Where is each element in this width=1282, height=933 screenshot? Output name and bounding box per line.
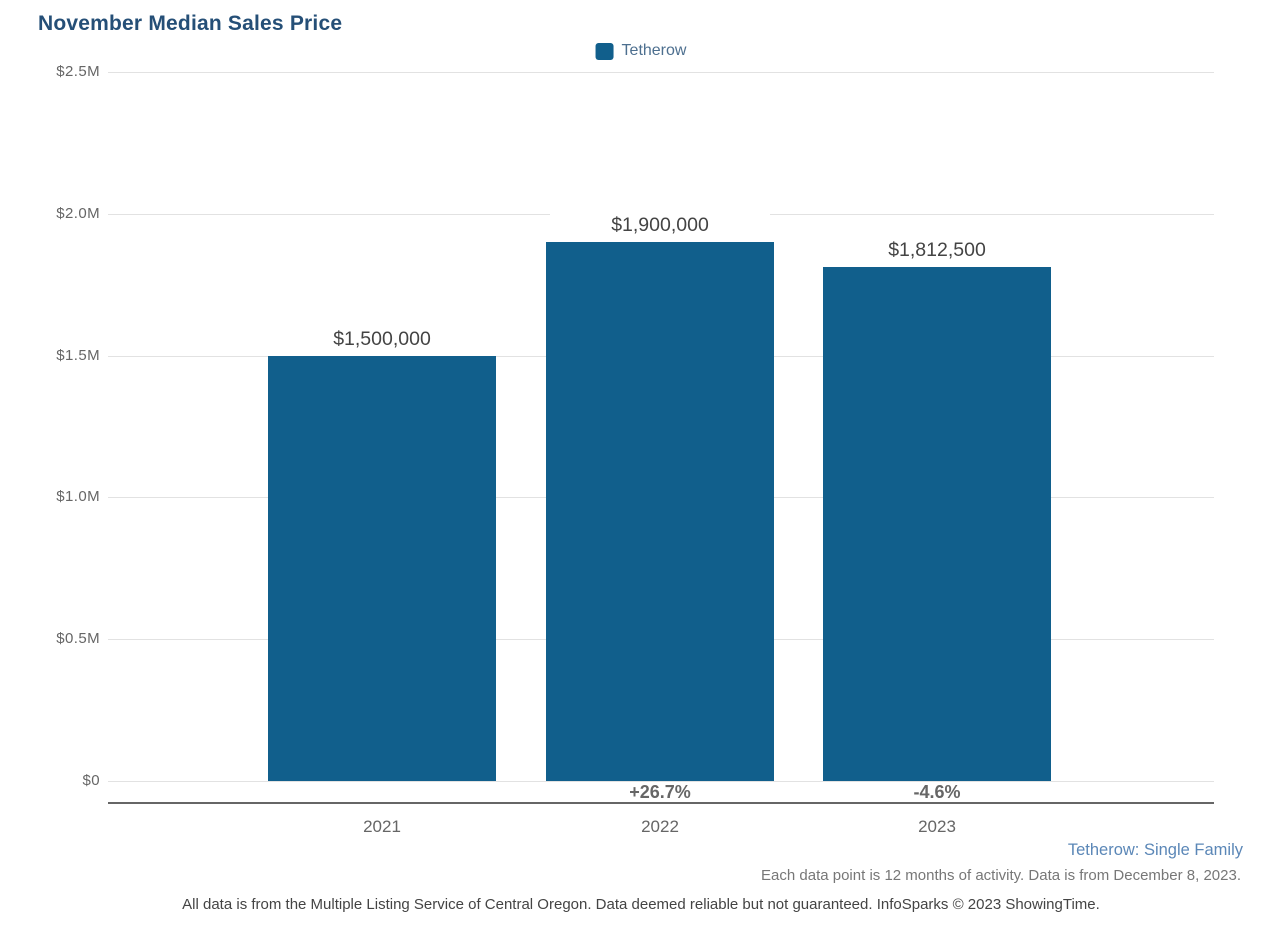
x-axis-category-label: 2023 <box>918 817 956 836</box>
bar-value-label: $1,812,500 <box>827 236 1047 263</box>
y-axis-tick-label: $1.0M <box>56 488 100 506</box>
bar-value-label: $1,900,000 <box>550 212 770 239</box>
x-axis-category-label: 2021 <box>363 817 401 836</box>
gridline <box>108 781 1214 782</box>
y-axis-tick-label: $0 <box>82 772 100 789</box>
y-axis-tick-label: $0.5M <box>56 630 100 648</box>
series-note: Tetherow: Single Family <box>1067 841 1243 859</box>
y-axis-tick-label: $2.5M <box>56 63 100 80</box>
bar-2021[interactable] <box>268 355 496 781</box>
plot-area: $1,500,000 $1,900,000 $1,812,500 <box>108 72 1214 782</box>
pct-change-label: +26.7% <box>629 782 691 802</box>
legend-swatch-icon <box>595 42 614 60</box>
page-title: November Median Sales Price <box>38 12 343 35</box>
bar-2023[interactable] <box>823 266 1051 781</box>
x-axis-category-label: 2022 <box>641 817 679 836</box>
legend-item-tetherow[interactable]: Tetherow <box>595 42 687 60</box>
bar-2022[interactable] <box>546 242 774 781</box>
legend-label: Tetherow <box>621 42 687 59</box>
disclaimer-text: All data is from the Multiple Listing Se… <box>182 896 1100 913</box>
bar-value-label: $1,500,000 <box>272 325 492 352</box>
gridline <box>108 72 1214 73</box>
y-axis-tick-label: $1.5M <box>56 346 100 364</box>
data-note: Each data point is 12 months of activity… <box>761 867 1241 884</box>
y-axis-tick-label: $2.0M <box>56 204 100 222</box>
x-axis-line <box>108 802 1214 804</box>
pct-change-label: -4.6% <box>913 782 961 802</box>
